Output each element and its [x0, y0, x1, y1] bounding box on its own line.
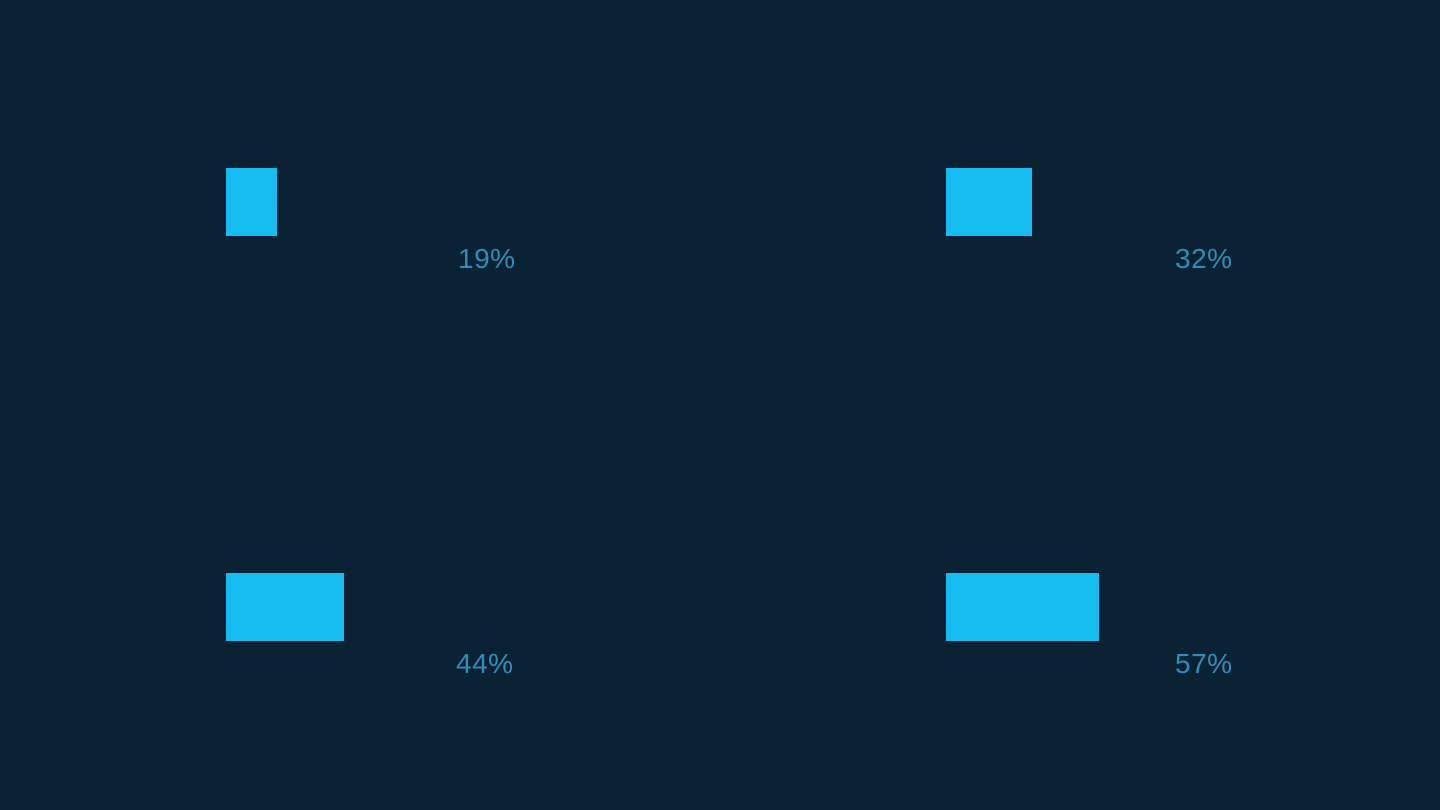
- progress-label-1: 32%: [1175, 243, 1233, 275]
- progress-bar-fill-0: [226, 168, 277, 236]
- progress-label-3: 57%: [1175, 648, 1233, 680]
- progress-bar-0: [226, 168, 494, 236]
- progress-label-2: 44%: [456, 648, 514, 680]
- progress-bar-1: [946, 168, 1214, 236]
- progress-bar-fill-1: [946, 168, 1032, 236]
- progress-bar-3: [946, 573, 1214, 641]
- progress-label-0: 19%: [458, 243, 516, 275]
- progress-bar-fill-2: [226, 573, 344, 641]
- progress-bar-fill-3: [946, 573, 1099, 641]
- progress-bar-2: [226, 573, 494, 641]
